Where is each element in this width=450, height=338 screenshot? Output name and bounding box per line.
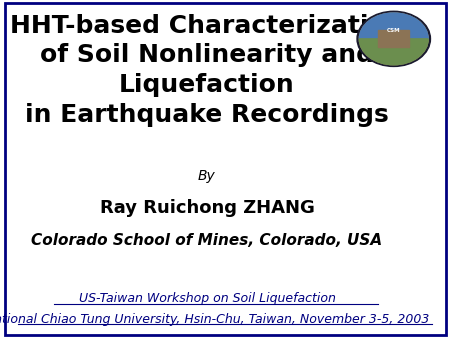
Text: Colorado School of Mines, Colorado, USA: Colorado School of Mines, Colorado, USA	[32, 233, 382, 248]
Text: US-Taiwan Workshop on Soil Liquefaction: US-Taiwan Workshop on Soil Liquefaction	[79, 292, 335, 305]
Text: HHT-based Characterization
of Soil Nonlinearity and
Liquefaction
in Earthquake R: HHT-based Characterization of Soil Nonli…	[10, 14, 404, 127]
Text: National Chiao Tung University, Hsin-Chu, Taiwan, November 3-5, 2003: National Chiao Tung University, Hsin-Chu…	[0, 313, 429, 325]
Text: Ray Ruichong ZHANG: Ray Ruichong ZHANG	[99, 199, 315, 217]
Bar	[378, 30, 409, 47]
Wedge shape	[359, 13, 428, 39]
Circle shape	[359, 13, 428, 65]
Wedge shape	[359, 39, 428, 65]
Text: CSM: CSM	[387, 28, 400, 33]
Text: By: By	[198, 169, 216, 183]
Circle shape	[357, 11, 431, 67]
